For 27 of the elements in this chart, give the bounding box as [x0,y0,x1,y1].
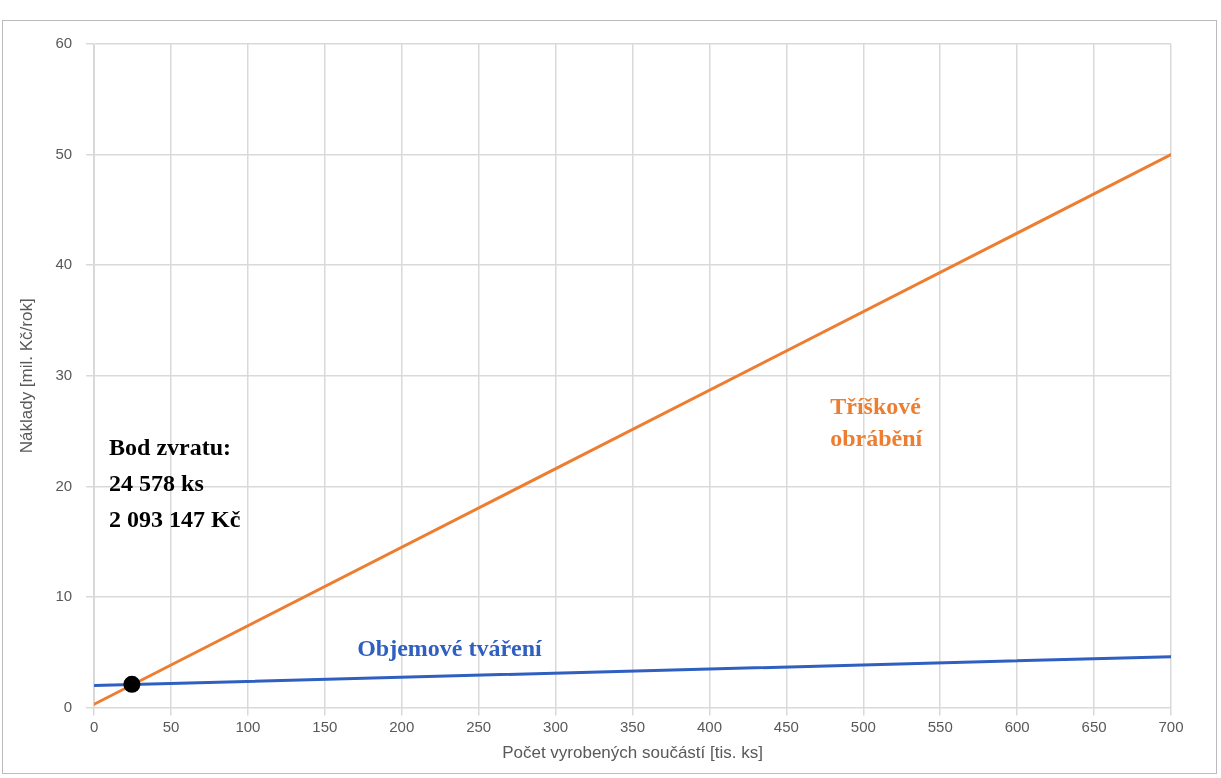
annotation: Bod zvratu: 24 578 ks 2 093 147 Kč [109,434,241,533]
y-tick-label: 60 [55,34,73,52]
x-tick-label: 150 [312,717,338,735]
y-axis-title: Náklady [mil. Kč/rok] [16,298,36,454]
y-tick-label: 30 [55,365,73,383]
x-tick-label: 550 [927,717,953,735]
x-tick-label: 250 [466,717,492,735]
x-tick-label: 100 [235,717,261,735]
y-tick-label: 50 [55,144,73,162]
x-tick-label: 600 [1004,717,1030,735]
x-tick-label: 400 [696,717,722,735]
x-tick-label: 300 [543,717,569,735]
y-tick-label: 10 [55,587,73,605]
series-label: Objemové tváření [357,634,543,661]
x-tick-label: 700 [1158,717,1184,735]
y-tick-label: 0 [63,697,73,715]
x-tick-label: 50 [162,717,180,735]
x-tick-label: 0 [89,717,99,735]
x-tick-label: 650 [1081,717,1107,735]
x-tick-label: 500 [850,717,876,735]
y-tick-label: 40 [55,255,73,273]
x-tick-label: 350 [620,717,646,735]
x-axis-title: Počet vyrobených součástí [tis. ks] [502,743,763,763]
y-tick-label: 20 [55,476,73,494]
x-tick-label: 200 [389,717,415,735]
x-tick-label: 450 [773,717,799,735]
text: Tříškové obrábění [830,393,923,452]
